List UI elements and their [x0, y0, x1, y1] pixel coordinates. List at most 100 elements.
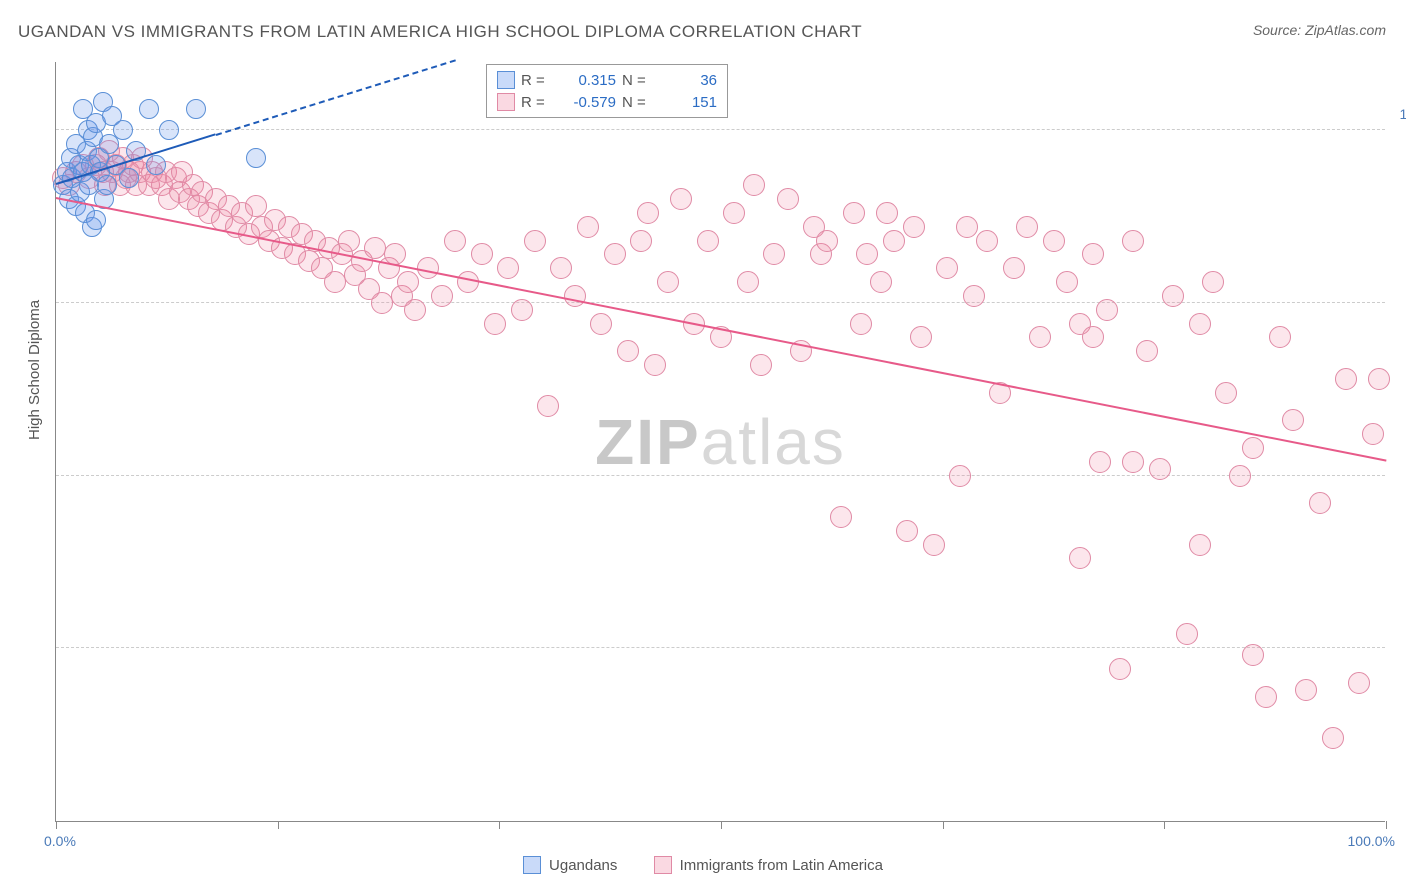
data-point-pink: [1368, 368, 1390, 390]
x-tick-label: 100.0%: [1348, 833, 1395, 849]
watermark: ZIPatlas: [595, 405, 846, 479]
stats-row-pink: R = -0.579 N = 151: [497, 91, 717, 113]
data-point-pink: [976, 230, 998, 252]
data-point-pink: [903, 216, 925, 238]
data-point-pink: [1189, 313, 1211, 335]
data-point-pink: [870, 271, 892, 293]
x-tick: [1386, 821, 1387, 829]
data-point-pink: [537, 395, 559, 417]
data-point-blue: [246, 148, 266, 168]
data-point-pink: [923, 534, 945, 556]
data-point-pink: [590, 313, 612, 335]
data-point-pink: [1056, 271, 1078, 293]
data-point-pink: [843, 202, 865, 224]
data-point-pink: [497, 257, 519, 279]
data-point-pink: [1096, 299, 1118, 321]
series-legend: Ugandans Immigrants from Latin America: [0, 856, 1406, 878]
data-point-pink: [1362, 423, 1384, 445]
data-point-pink: [876, 202, 898, 224]
data-point-pink: [444, 230, 466, 252]
data-point-pink: [750, 354, 772, 376]
n-value-blue: 36: [662, 72, 717, 89]
data-point-pink: [1149, 458, 1171, 480]
data-point-pink: [1242, 644, 1264, 666]
plot-area: ZIPatlas R = 0.315 N = 36 R = -0.579 N =…: [55, 62, 1385, 822]
gridline: [56, 129, 1385, 130]
x-tick: [1164, 821, 1165, 829]
data-point-pink: [763, 243, 785, 265]
trend-line-pink: [56, 197, 1386, 462]
data-point-pink: [743, 174, 765, 196]
data-point-blue: [159, 120, 179, 140]
data-point-pink: [737, 271, 759, 293]
data-point-blue: [146, 155, 166, 175]
data-point-blue: [139, 99, 159, 119]
swatch-blue-icon: [523, 856, 541, 874]
r-value-blue: 0.315: [561, 72, 616, 89]
legend-item-pink: Immigrants from Latin America: [654, 856, 883, 874]
data-point-pink: [1282, 409, 1304, 431]
gridline: [56, 647, 1385, 648]
data-point-pink: [511, 299, 533, 321]
legend-label-blue: Ugandans: [549, 857, 617, 874]
watermark-zip: ZIP: [595, 406, 701, 478]
r-label: R =: [521, 94, 555, 111]
data-point-pink: [697, 230, 719, 252]
data-point-pink: [484, 313, 506, 335]
data-point-pink: [856, 243, 878, 265]
x-tick: [943, 821, 944, 829]
data-point-pink: [577, 216, 599, 238]
data-point-pink: [850, 313, 872, 335]
data-point-pink: [637, 202, 659, 224]
swatch-pink-icon: [497, 93, 515, 111]
data-point-pink: [1069, 547, 1091, 569]
data-point-pink: [1189, 534, 1211, 556]
data-point-pink: [324, 271, 346, 293]
n-label: N =: [622, 72, 656, 89]
data-point-pink: [1269, 326, 1291, 348]
data-point-pink: [1122, 451, 1144, 473]
data-point-pink: [431, 285, 453, 307]
trend-line-blue-dashed: [215, 59, 455, 136]
data-point-pink: [1309, 492, 1331, 514]
data-point-pink: [550, 257, 572, 279]
data-point-pink: [1335, 368, 1357, 390]
data-point-pink: [1109, 658, 1131, 680]
x-tick: [56, 821, 57, 829]
data-point-pink: [1003, 257, 1025, 279]
data-point-pink: [1322, 727, 1344, 749]
data-point-pink: [670, 188, 692, 210]
data-point-pink: [604, 243, 626, 265]
legend-item-blue: Ugandans: [523, 856, 617, 874]
data-point-pink: [630, 230, 652, 252]
x-tick: [721, 821, 722, 829]
swatch-blue-icon: [497, 71, 515, 89]
data-point-pink: [723, 202, 745, 224]
data-point-blue: [97, 175, 117, 195]
data-point-pink: [1082, 326, 1104, 348]
data-point-pink: [1122, 230, 1144, 252]
data-point-pink: [1295, 679, 1317, 701]
data-point-pink: [524, 230, 546, 252]
data-point-pink: [1162, 285, 1184, 307]
data-point-pink: [1043, 230, 1065, 252]
data-point-pink: [883, 230, 905, 252]
data-point-pink: [910, 326, 932, 348]
data-point-pink: [364, 237, 386, 259]
y-tick-label: 100.0%: [1400, 106, 1406, 122]
data-point-pink: [949, 465, 971, 487]
data-point-pink: [1202, 271, 1224, 293]
data-point-blue: [186, 99, 206, 119]
data-point-pink: [338, 230, 360, 252]
data-point-pink: [956, 216, 978, 238]
swatch-pink-icon: [654, 856, 672, 874]
data-point-pink: [1082, 243, 1104, 265]
data-point-pink: [644, 354, 666, 376]
data-point-pink: [1255, 686, 1277, 708]
data-point-blue: [119, 168, 139, 188]
r-value-pink: -0.579: [561, 94, 616, 111]
gridline: [56, 475, 1385, 476]
data-point-pink: [1016, 216, 1038, 238]
data-point-pink: [816, 230, 838, 252]
data-point-pink: [936, 257, 958, 279]
